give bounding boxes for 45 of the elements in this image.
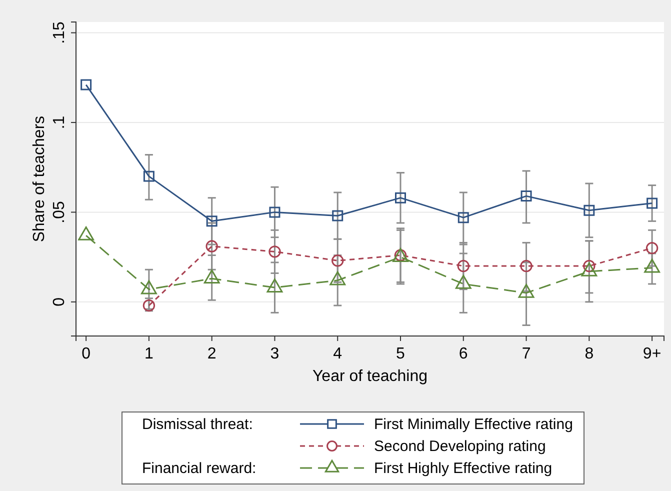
y-axis-title: Share of teachers: [31, 116, 48, 242]
point: [206, 240, 218, 252]
point: [140, 280, 157, 294]
y-tick-label: 0: [51, 297, 68, 306]
point: [80, 79, 92, 90]
x-tick-label: 4: [333, 345, 342, 362]
x-tick-label: 1: [144, 345, 154, 362]
point: [518, 284, 534, 298]
point: [206, 216, 218, 227]
legend-label: Second Developing rating: [374, 438, 546, 455]
point: [266, 278, 283, 292]
point: [520, 190, 532, 202]
point: [646, 198, 658, 209]
point: [395, 192, 406, 204]
legend-label: First Minimally Effective rating: [374, 416, 573, 433]
point: [520, 260, 532, 272]
point: [332, 210, 344, 222]
x-tick-label: 8: [584, 345, 594, 362]
point: [330, 271, 346, 286]
point: [646, 242, 658, 254]
y-tick-label: .05: [51, 200, 68, 224]
point: [455, 274, 472, 289]
point: [269, 206, 280, 218]
x-tick-label: 0: [82, 345, 91, 362]
x-tick-label: 6: [458, 345, 468, 362]
text: Financial reward:: [142, 460, 256, 477]
point: [584, 204, 595, 216]
x-axis-title: Year of teaching: [312, 368, 428, 385]
point: [581, 262, 598, 276]
y-tick-label: .1: [51, 116, 68, 130]
point: [268, 246, 281, 258]
x-tick-label: 3: [270, 345, 280, 362]
point: [204, 270, 220, 284]
y-tick-label: .15: [51, 22, 68, 44]
point: [644, 258, 660, 273]
point: [458, 212, 469, 224]
text: Dismissal threat:: [142, 416, 253, 433]
point: [457, 260, 470, 272]
x-tick-label: 7: [522, 345, 531, 362]
x-tick-label: 2: [207, 345, 216, 362]
point: [143, 170, 154, 182]
point: [332, 254, 344, 267]
legend-label: First Highly Effective rating: [374, 460, 552, 477]
x-tick-label: 5: [396, 345, 406, 362]
x-tick-label: 9+: [642, 345, 662, 362]
